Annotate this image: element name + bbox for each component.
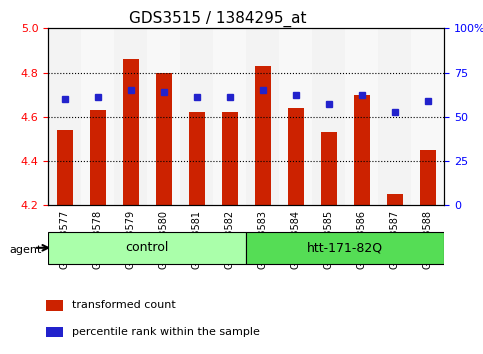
Bar bbox=[354, 95, 370, 205]
Text: GDS3515 / 1384295_at: GDS3515 / 1384295_at bbox=[128, 11, 306, 27]
Bar bbox=[57, 130, 73, 205]
Text: control: control bbox=[126, 241, 169, 254]
Bar bbox=[123, 59, 139, 205]
Bar bbox=[48, 28, 81, 205]
Bar bbox=[46, 326, 63, 337]
Bar bbox=[188, 113, 205, 205]
Bar bbox=[180, 28, 213, 205]
FancyBboxPatch shape bbox=[48, 232, 246, 264]
Bar bbox=[378, 28, 412, 205]
Bar bbox=[279, 28, 313, 205]
Bar bbox=[345, 28, 378, 205]
Bar bbox=[386, 194, 403, 205]
Text: agent: agent bbox=[10, 245, 42, 255]
Bar bbox=[46, 300, 63, 311]
Bar bbox=[412, 28, 444, 205]
Bar bbox=[156, 73, 172, 205]
Bar bbox=[420, 150, 436, 205]
Bar bbox=[81, 28, 114, 205]
Bar bbox=[321, 132, 337, 205]
Bar bbox=[114, 28, 147, 205]
Bar bbox=[313, 28, 345, 205]
Bar bbox=[213, 28, 246, 205]
Bar bbox=[147, 28, 180, 205]
Text: percentile rank within the sample: percentile rank within the sample bbox=[72, 327, 260, 337]
FancyBboxPatch shape bbox=[246, 232, 444, 264]
Bar bbox=[287, 108, 304, 205]
Bar bbox=[222, 113, 238, 205]
Text: htt-171-82Q: htt-171-82Q bbox=[307, 241, 384, 254]
Text: transformed count: transformed count bbox=[72, 300, 176, 310]
Bar bbox=[246, 28, 279, 205]
Bar bbox=[89, 110, 106, 205]
Bar bbox=[255, 66, 271, 205]
